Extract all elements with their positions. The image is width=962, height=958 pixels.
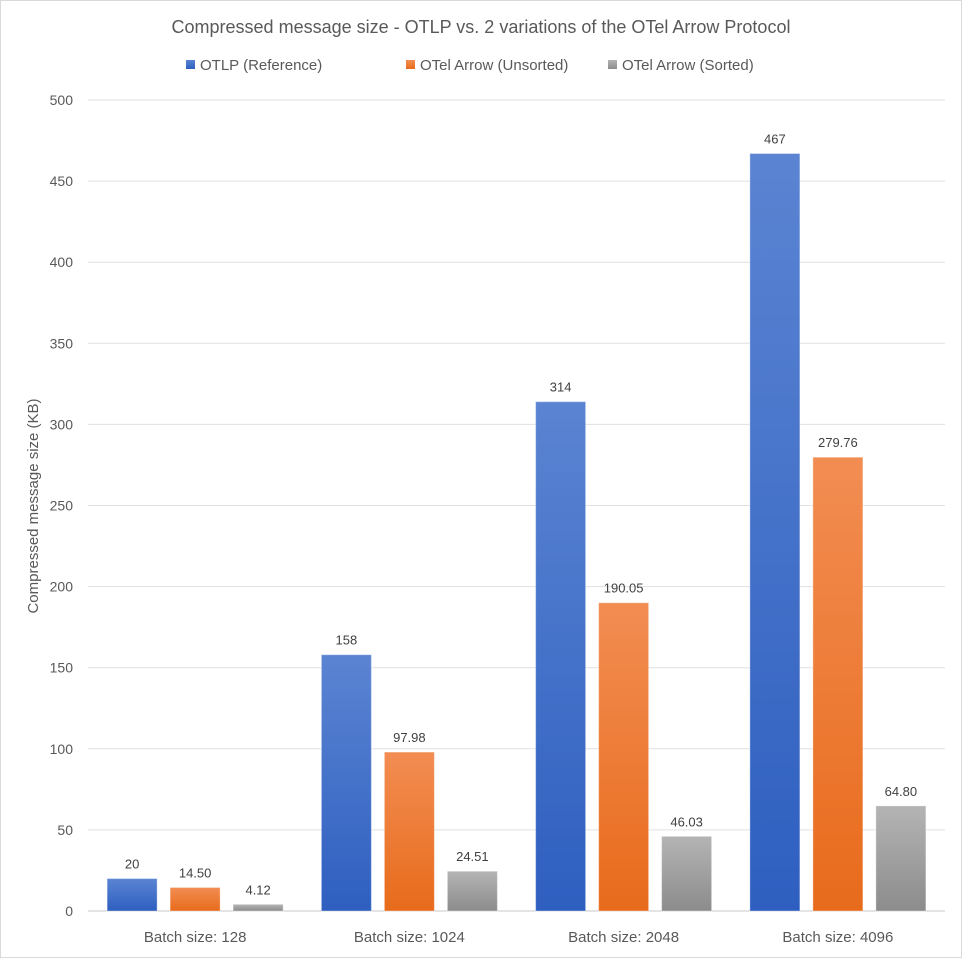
legend-swatch [186,60,195,69]
y-tick-label: 250 [50,498,74,514]
x-axis: Batch size: 128 Batch size: 1024 Batch siz… [144,929,893,946]
y-tick-label: 200 [50,579,74,595]
bars: 20 14.50 4.12 158 97.98 24.51 314 190.05 46.03 46… [106,132,927,912]
y-tick-label: 450 [50,173,74,189]
data-label: 97.98 [393,730,426,745]
data-label: 467 [764,132,786,147]
data-label: 14.50 [179,865,212,880]
x-tick-label: Batch size: 1024 [354,929,465,946]
bar [749,153,801,912]
legend: OTLP (Reference) OTel Arrow (Unsorted) OTe… [186,57,754,74]
x-tick-label: Batch size: 128 [144,929,247,946]
bar [598,602,650,912]
bar [446,870,498,912]
bar [106,878,158,912]
y-axis: 0 50 100 150 200 250 300 350 400 450 500 [50,92,74,919]
bar [535,401,587,912]
y-tick-label: 100 [50,741,74,757]
y-tick-label: 50 [57,822,73,838]
legend-label: OTLP (Reference) [200,57,322,74]
data-label: 190.05 [604,581,644,596]
legend-label: OTel Arrow (Unsorted) [420,57,568,74]
bar [232,903,284,912]
bar [812,456,864,912]
bar [875,805,927,912]
data-label: 158 [336,633,358,648]
bar [661,835,713,912]
legend-label: OTel Arrow (Sorted) [622,57,754,74]
y-tick-label: 500 [50,92,74,108]
y-tick-label: 0 [65,903,73,919]
data-label: 4.12 [245,882,270,897]
y-axis-label: Compressed message size (KB) [25,398,42,613]
y-tick-label: 300 [50,416,74,432]
chart-title: Compressed message size - OTLP vs. 2 var… [172,17,791,37]
data-label: 20 [125,857,139,872]
bar [383,751,435,912]
data-label: 24.51 [456,849,489,864]
legend-swatch [608,60,617,69]
data-label: 46.03 [670,814,703,829]
data-label: 279.76 [818,435,858,450]
bar [169,886,221,912]
y-tick-label: 150 [50,660,74,676]
x-tick-label: Batch size: 4096 [782,929,893,946]
gridlines [88,99,945,912]
data-label: 314 [550,380,572,395]
data-label: 64.80 [885,784,918,799]
x-tick-label: Batch size: 2048 [568,929,679,946]
legend-swatch [406,60,415,69]
y-tick-label: 400 [50,254,74,270]
bar [320,654,372,912]
y-tick-label: 350 [50,335,74,351]
